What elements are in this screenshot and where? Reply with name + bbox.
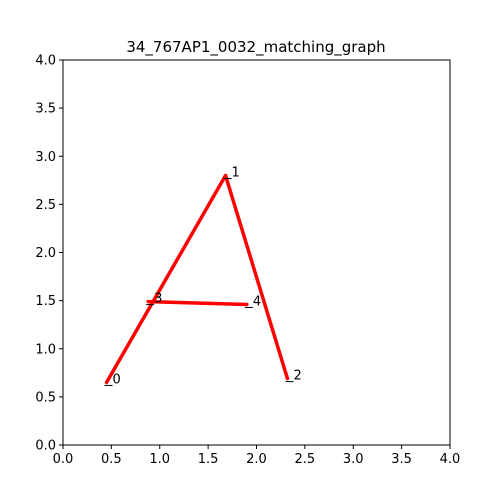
nodes: 0 1 2 3 4 — [104, 166, 302, 387]
x-tick-label: 1.5 — [198, 452, 219, 467]
y-tick-label: 3.0 — [35, 150, 56, 165]
y-tick-label: 3.5 — [35, 102, 56, 117]
x-tick-label: 2.5 — [295, 452, 316, 467]
node-label: 4 — [253, 294, 261, 309]
y-tick-label: 1.0 — [35, 342, 56, 357]
plot-frame — [62, 59, 451, 446]
y-tick-label: 0.0 — [35, 439, 56, 454]
x-tick-label: 3.0 — [343, 452, 364, 467]
chart-title: 34_767AP1_0032_matching_graph — [126, 38, 385, 57]
node-label: 2 — [293, 369, 301, 384]
x-tick-label: 1.0 — [149, 452, 170, 467]
x-tick-label: 3.5 — [391, 452, 412, 467]
graph-edge — [146, 299, 249, 307]
x-tick-label: 0.5 — [101, 452, 122, 467]
node-label: 3 — [154, 292, 162, 307]
x-tick-label: 2.0 — [246, 452, 267, 467]
graph-edge — [104, 173, 228, 385]
axes: 0.0 0.5 1.0 1.5 2.0 2.5 3.0 3.5 4.0 0.0 0.5 1.0 1.5 2… — [35, 54, 460, 468]
node-label: 1 — [232, 166, 240, 181]
y-tick-label: 2.5 — [35, 198, 56, 213]
y-tick-label: 0.5 — [35, 390, 56, 405]
y-tick-label: 2.0 — [35, 246, 56, 261]
y-tick-label: 1.5 — [35, 294, 56, 309]
edges — [104, 173, 290, 385]
y-tick-label: 4.0 — [35, 54, 56, 69]
x-tick-label: 0.0 — [53, 452, 74, 467]
graph-edge — [223, 173, 290, 381]
node-label: 0 — [113, 372, 121, 387]
x-tick-label: 4.0 — [440, 452, 461, 467]
